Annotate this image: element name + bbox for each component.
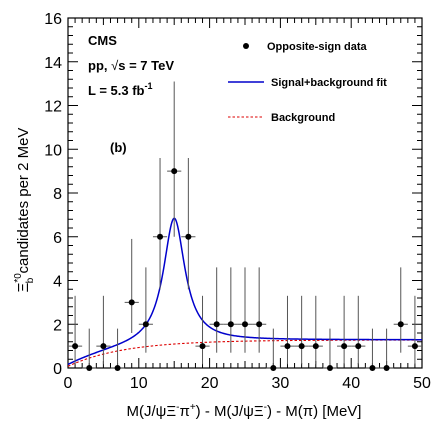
data-point: [379, 328, 394, 371]
data-point: [96, 295, 111, 365]
data-marker: [242, 321, 248, 328]
data-marker: [270, 365, 277, 371]
data-point: [110, 328, 125, 371]
data-point: [351, 295, 366, 365]
axis-ticks: [67, 17, 423, 369]
data-point: [138, 267, 153, 353]
data-marker: [227, 321, 234, 328]
data-point: [152, 158, 168, 290]
data-marker: [199, 343, 206, 350]
data-point: [181, 158, 196, 290]
legend: Opposite-sign data Signal+background fit…: [228, 41, 387, 124]
x-tick-label: 50: [413, 375, 431, 392]
data-point: [167, 81, 182, 237]
y-tick-label: 12: [44, 99, 62, 116]
data-marker: [213, 321, 220, 328]
data-points: [68, 81, 422, 371]
x-tick-label: 20: [201, 375, 219, 392]
data-point: [252, 267, 267, 353]
y-tick-label: 10: [44, 142, 62, 159]
data-point: [124, 238, 139, 333]
panel-label: (b): [110, 140, 127, 155]
data-point: [337, 295, 352, 365]
y-tick-label: 4: [53, 274, 62, 291]
data-point: [365, 328, 380, 371]
data-marker: [326, 365, 333, 371]
data-marker: [72, 343, 79, 350]
y-tick-label: 6: [53, 230, 62, 247]
data-marker: [411, 343, 418, 350]
legend-entry-background: Background: [271, 112, 335, 124]
data-point: [195, 295, 210, 365]
energy-label: pp, √s = 7 TeV: [88, 58, 174, 73]
y-tick-label: 0: [53, 361, 62, 378]
data-marker: [185, 233, 192, 240]
data-marker: [341, 343, 348, 350]
data-marker: [86, 365, 93, 371]
data-marker: [369, 365, 376, 371]
data-point: [407, 295, 422, 365]
x-axis-title: M(J/ψΞ-π+) - M(J/ψΞ-) - M(π) [MeV]: [127, 402, 362, 420]
data-point: [209, 267, 224, 353]
x-tick-label: 30: [272, 375, 290, 392]
y-tick-label: 8: [53, 186, 62, 203]
legend-data-marker: [243, 43, 249, 49]
data-marker: [100, 343, 107, 350]
legend-entry-fit: Signal+background fit: [271, 77, 387, 89]
data-marker: [397, 321, 404, 328]
y-axis-title: Ξ*0b candidates per 2 MeV: [13, 128, 36, 293]
data-point: [294, 295, 309, 365]
data-marker: [312, 343, 319, 350]
data-point: [223, 267, 238, 353]
y-tick-label: 2: [53, 317, 62, 334]
data-point: [237, 267, 253, 353]
lumi-label: L = 5.3 fb-1: [88, 81, 153, 98]
data-point: [82, 328, 97, 371]
data-marker: [355, 343, 362, 350]
data-point: [393, 267, 408, 353]
axis-tick-labels: 0 10 20 30 40 50 0 2 4 6 8 10 12 14 16: [44, 11, 431, 392]
x-tick-label: 10: [130, 375, 148, 392]
data-marker: [298, 343, 305, 350]
experiment-label: CMS: [88, 33, 117, 48]
data-marker: [142, 321, 149, 328]
x-tick-label: 0: [64, 375, 73, 392]
data-marker: [171, 168, 178, 175]
data-marker: [284, 343, 291, 350]
x-tick-label: 40: [342, 375, 360, 392]
data-marker: [383, 365, 390, 371]
y-tick-label: 14: [44, 55, 62, 72]
data-point: [68, 295, 83, 365]
data-point: [322, 328, 338, 371]
data-marker: [114, 365, 121, 371]
data-point: [280, 295, 295, 365]
legend-entry-data: Opposite-sign data: [267, 41, 368, 53]
data-point: [308, 295, 323, 365]
y-tick-label: 16: [44, 11, 62, 28]
data-marker: [256, 321, 263, 328]
data-marker: [128, 299, 135, 306]
data-point: [266, 328, 281, 371]
data-marker: [157, 233, 164, 240]
